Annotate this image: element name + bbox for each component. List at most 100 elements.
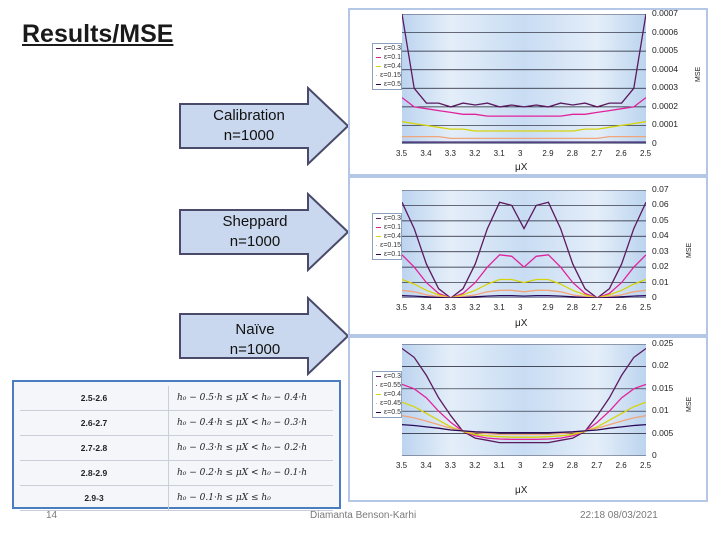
legend-entry: ε=0.4 bbox=[373, 62, 401, 71]
x-tick-label: 3 bbox=[518, 461, 523, 470]
legend-label: ε=0.4 bbox=[384, 63, 401, 70]
legend-label: ε=0.4 bbox=[384, 391, 401, 398]
x-tick-label: 2.9 bbox=[542, 461, 554, 470]
x-tick-label: 2.5 bbox=[640, 303, 652, 312]
y-tick-label: 0.01 bbox=[652, 405, 669, 416]
arrow-sheppard-line1: Sheppard bbox=[222, 213, 288, 230]
legend-calibration: ε=0.3 ε=0.1 ε=0.4 ε=0.15 ε=0.5 bbox=[372, 43, 402, 90]
interval-table: 2.5-2.6 h₀ − 0.5·h ≤ μX < h₀ − 0.4·h 2.6… bbox=[20, 386, 333, 511]
series-line-calibration-4 bbox=[402, 135, 646, 140]
formula-cell: h₀ − 0.5·h ≤ μX < h₀ − 0.4·h bbox=[168, 386, 333, 411]
y-tick-label: 0.05 bbox=[652, 214, 669, 225]
legend-entry: ε=0.1 bbox=[373, 223, 401, 232]
chart-sheppard-svg bbox=[402, 190, 646, 298]
series-line-sheppard-3 bbox=[402, 278, 646, 298]
x-tick-label: 2.5 bbox=[640, 149, 652, 158]
x-axis-label-sheppard: μX bbox=[513, 318, 530, 329]
x-tick-label: 3.2 bbox=[469, 461, 481, 470]
range-cell: 2.6-2.7 bbox=[20, 410, 169, 436]
legend-entry: ε=0.55 bbox=[373, 381, 401, 390]
y-tick-label: 0.03 bbox=[652, 245, 669, 256]
legend-entry: ε=0.15 bbox=[373, 241, 401, 250]
series-line-sheppard-4 bbox=[402, 289, 646, 298]
x-tick-label: 2.6 bbox=[615, 149, 627, 158]
series-line-sheppard-5 bbox=[402, 295, 646, 298]
legend-sheppard: ε=0.3 ε=0.1 ε=0.4 ε=0.15 ε=0.1 bbox=[372, 213, 402, 260]
y-tick-label: 0.025 bbox=[652, 338, 674, 348]
legend-label: ε=0.1 bbox=[384, 224, 401, 231]
y-tick-label: 0.0007 bbox=[652, 8, 678, 18]
arrow-naive-label: Naïve n=1000 bbox=[190, 320, 320, 360]
legend-label: ε=0.15 bbox=[380, 242, 401, 249]
x-tick-label: 3.2 bbox=[469, 149, 481, 158]
legend-entry: ε=0.15 bbox=[373, 71, 401, 80]
legend-swatch bbox=[376, 376, 382, 377]
x-tick-label: 3.1 bbox=[493, 149, 505, 158]
legend-label: ε=0.5 bbox=[384, 81, 401, 88]
formula-cell: h₀ − 0.3·h ≤ μX < h₀ − 0.2·h bbox=[168, 435, 333, 461]
chart-naive-svg bbox=[402, 344, 646, 456]
x-tick-label: 3.5 bbox=[396, 461, 408, 470]
y-tick-label: 0.04 bbox=[652, 230, 669, 241]
arrow-sheppard bbox=[179, 192, 350, 272]
legend-label: ε=0.3 bbox=[384, 373, 401, 380]
arrow-calibration-line1: Calibration bbox=[213, 107, 285, 124]
arrow-naive bbox=[179, 296, 350, 376]
series-line-naive-2 bbox=[402, 383, 646, 441]
range-cell: 2.5-2.6 bbox=[20, 386, 169, 411]
series-line-sheppard-1 bbox=[402, 201, 646, 298]
table-row: 2.8-2.9 h₀ − 0.2·h ≤ μX < h₀ − 0.1·h bbox=[20, 460, 333, 486]
x-tick-label: 2.5 bbox=[640, 461, 652, 470]
x-tick-label: 3.1 bbox=[493, 461, 505, 470]
x-tick-label: 3.4 bbox=[420, 149, 432, 158]
x-tick-label: 3.1 bbox=[493, 303, 505, 312]
legend-swatch bbox=[376, 236, 382, 237]
arrow-naive-line2: n=1000 bbox=[229, 341, 281, 358]
legend-label: ε=0.45 bbox=[380, 400, 401, 407]
legend-entry: ε=0.3 bbox=[373, 372, 401, 381]
legend-label: ε=0.15 bbox=[380, 72, 401, 79]
series-line-naive-3 bbox=[402, 401, 646, 438]
table-row: 2.7-2.8 h₀ − 0.3·h ≤ μX < h₀ − 0.2·h bbox=[20, 435, 333, 461]
legend-swatch bbox=[376, 394, 382, 395]
series-line-naive-4 bbox=[402, 415, 646, 436]
x-tick-label: 2.7 bbox=[591, 303, 603, 312]
series-line-calibration-1 bbox=[402, 14, 646, 108]
y-tick-label: 0.015 bbox=[652, 382, 674, 393]
y-tick-label: 0 bbox=[652, 138, 657, 148]
legend-label: ε=0.55 bbox=[380, 382, 401, 389]
y-axis-label-naive: MSE bbox=[686, 396, 693, 412]
range-cell: 2.7-2.8 bbox=[20, 435, 169, 461]
footer-author: Diamanta Benson-Karhi bbox=[310, 510, 417, 521]
footer-timestamp: 22:18 08/03/2021 bbox=[580, 510, 658, 521]
table-row: 2.9-3 h₀ − 0.1·h ≤ μX ≤ h₀ bbox=[20, 485, 333, 511]
x-tick-label: 2.9 bbox=[542, 303, 554, 312]
y-tick-label: 0.02 bbox=[652, 261, 669, 272]
legend-naive: ε=0.3 ε=0.55 ε=0.4 ε=0.45 ε=0.5 bbox=[372, 371, 402, 418]
x-tick-label: 3.3 bbox=[444, 461, 456, 470]
x-tick-label: 2.7 bbox=[591, 149, 603, 158]
series-line-calibration-3 bbox=[402, 121, 646, 132]
legend-entry: ε=0.3 bbox=[373, 214, 401, 223]
arrow-calibration bbox=[179, 86, 350, 166]
table-row: 2.6-2.7 h₀ − 0.4·h ≤ μX < h₀ − 0.3·h bbox=[20, 410, 333, 436]
legend-swatch bbox=[376, 227, 382, 228]
x-tick-label: 2.8 bbox=[566, 461, 578, 470]
y-tick-label: 0.06 bbox=[652, 199, 669, 210]
arrow-calibration-line2: n=1000 bbox=[223, 127, 275, 144]
legend-entry: ε=0.4 bbox=[373, 232, 401, 241]
x-axis-label-naive: μX bbox=[513, 485, 530, 496]
range-cell: 2.8-2.9 bbox=[20, 460, 169, 486]
chart-sheppard: ε=0.3 ε=0.1 ε=0.4 ε=0.15 ε=0.1 MSE μX 0.07 0.… bbox=[348, 176, 708, 336]
legend-swatch bbox=[376, 245, 378, 246]
x-tick-label: 3.2 bbox=[469, 303, 481, 312]
x-tick-label: 2.6 bbox=[615, 461, 627, 470]
arrow-sheppard-line2: n=1000 bbox=[229, 233, 281, 250]
legend-label: ε=0.3 bbox=[384, 45, 401, 52]
x-tick-label: 3.4 bbox=[420, 303, 432, 312]
range-cell: 2.9-3 bbox=[20, 485, 169, 511]
y-tick-label: 0 bbox=[652, 450, 657, 460]
table-row: 2.5-2.6 h₀ − 0.5·h ≤ μX < h₀ − 0.4·h bbox=[20, 386, 333, 411]
x-tick-label: 3.5 bbox=[396, 149, 408, 158]
legend-swatch bbox=[376, 75, 378, 76]
